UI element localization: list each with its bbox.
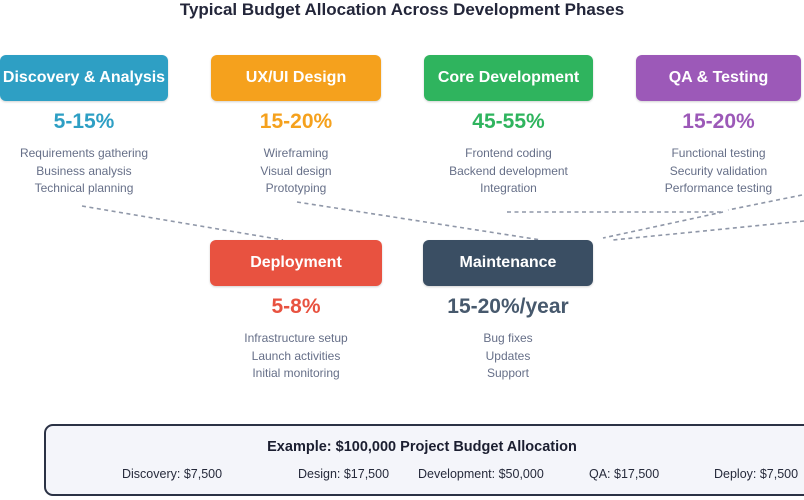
phase-items: Bug fixes Updates Support [423,330,593,383]
connector-qa-maintenance [602,211,724,239]
phase-item: Bug fixes [483,331,533,345]
phase-percent: 5-8% [271,295,321,318]
phase-item: Technical planning [34,181,134,195]
phase-item: Security validation [669,163,768,178]
page-title: Typical Budget Allocation Across Develop… [179,0,625,19]
phase-item: Performance testing [664,181,773,195]
phase-percent: 15-20% [682,110,755,133]
example-item-development: Development: $50,000 [418,467,544,481]
phase-header-design: UX/UI Design [211,55,381,101]
phase-items: Wireframing Visual design Prototyping [211,145,381,198]
connector-design-maintenance [296,201,542,241]
phase-item: Initial monitoring [252,366,340,380]
phase-percent: 15-20% [259,110,333,133]
phase-items: Frontend coding Backend development Inte… [424,145,593,198]
connector-discovery-deployment [81,205,284,241]
phase-item: Backend development [449,163,568,178]
phase-item: Updates [485,348,531,363]
phase-card-design: UX/UI Design 15-20% Wireframing Visual d… [211,55,381,198]
phase-item: Functional testing [671,146,766,160]
phase-percent: 5-15% [53,110,115,133]
phase-card-development: Core Development 45-55% Frontend coding … [424,55,593,198]
phase-item: Visual design [260,163,332,178]
phase-item: Launch activities [251,348,341,363]
connector-right-edge-lower [612,220,804,241]
phase-items: Requirements gathering Business analysis… [0,145,168,198]
example-title: Example: $100,000 Project Budget Allocat… [267,439,577,455]
phase-header-maintenance: Maintenance [423,240,593,286]
phase-card-maintenance: Maintenance 15-20%/year Bug fixes Update… [423,240,593,383]
phase-items: Functional testing Security validation P… [636,145,801,198]
phase-item: Wireframing [263,146,329,160]
phase-item: Business analysis [36,163,132,178]
phase-card-deployment: Deployment 5-8% Infrastructure setup Lau… [210,240,382,383]
phase-header-development: Core Development [424,55,593,101]
phase-percent: 45-55% [472,110,545,133]
phase-percent: 15-20%/year [447,295,569,318]
phase-item: Prototyping [265,181,327,195]
phase-header-discovery: Discovery & Analysis [0,55,168,101]
phase-card-qa: QA & Testing 15-20% Functional testing S… [636,55,801,198]
example-item-qa: QA: $17,500 [589,467,660,481]
phase-item: Frontend coding [465,146,552,160]
phase-item: Support [486,366,530,380]
phase-header-deployment: Deployment [210,240,382,286]
example-item-deploy: Deploy: $7,500 [714,467,799,481]
phase-card-discovery: Discovery & Analysis 5-15% Requirements … [0,55,168,198]
example-panel: Example: $100,000 Project Budget Allocat… [44,424,804,496]
example-item-design: Design: $17,500 [298,467,390,481]
example-item-discovery: Discovery: $7,500 [122,467,223,481]
phase-item: Infrastructure setup [244,331,348,345]
phase-item: Integration [480,181,537,195]
phase-header-qa: QA & Testing [636,55,801,101]
phase-item: Requirements gathering [19,146,149,160]
phase-items: Infrastructure setup Launch activities I… [210,330,382,383]
